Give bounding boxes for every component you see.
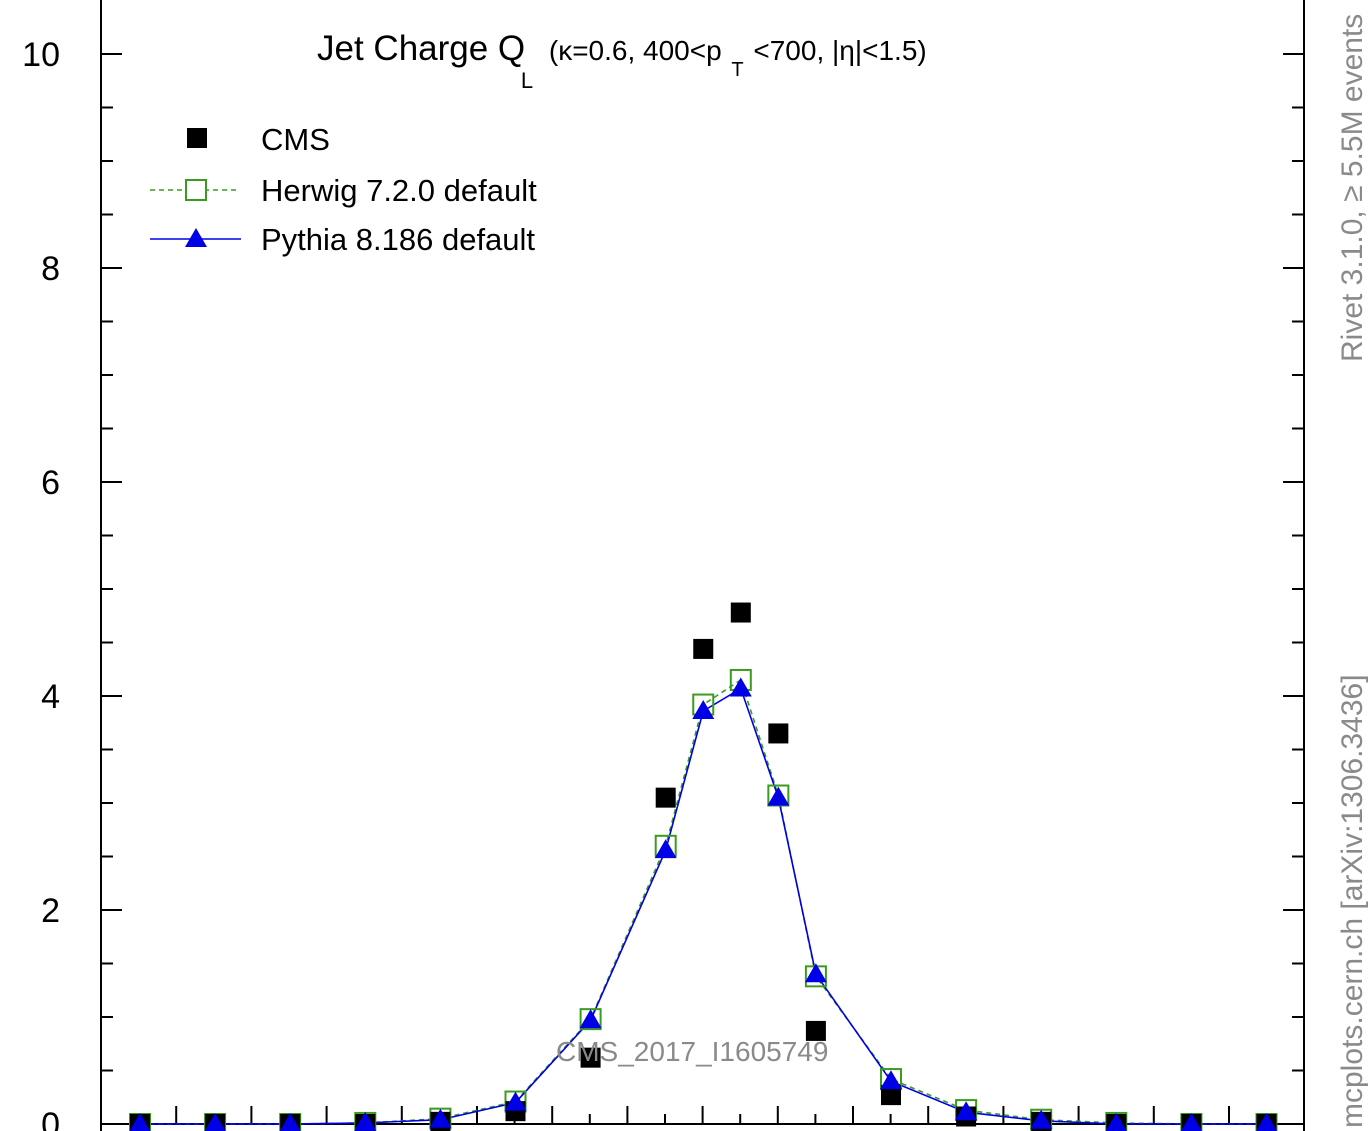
pythia-point — [1105, 1113, 1127, 1131]
y-tick-label: 10 — [22, 36, 60, 74]
svg-text:Jet Charge Q L (κ=: Jet Charge Q L (κ=0.6, 400<p T <700, |η|… — [317, 29, 927, 96]
cms-point — [881, 1085, 901, 1106]
pythia-line — [140, 687, 1267, 1125]
legend-marker-pythia — [185, 228, 207, 247]
chart-title: Jet Charge Q L (κ=0.6, 400<p T <700, |η|… — [317, 29, 927, 96]
herwig-point — [579, 1008, 602, 1031]
title-main: Jet Charge Q — [317, 29, 525, 68]
plot-frame — [100, 0, 1305, 1131]
pythia-point — [204, 1113, 226, 1131]
x-axis — [100, 1106, 1268, 1124]
y-tick-label: 4 — [41, 678, 60, 716]
cms-point — [693, 638, 714, 659]
pythia-point — [504, 1091, 527, 1111]
legend-label-pythia: Pythia 8.186 default — [261, 222, 535, 257]
side-label-rivet: Rivet 3.1.0, ≥ 5.5M events — [1336, 14, 1368, 362]
pythia-point — [1256, 1113, 1277, 1131]
legend: CMS Herwig 7.2.0 default Pythia 8.186 defa… — [150, 122, 537, 257]
y-tick-label: 6 — [41, 464, 60, 502]
y-tick-label: 8 — [41, 250, 60, 288]
title-condition-subscript: T — [731, 59, 743, 81]
pythia-point — [804, 963, 827, 983]
cms-point — [768, 723, 789, 744]
y-tick-label: 2 — [41, 892, 60, 930]
pythia-point — [729, 677, 752, 697]
legend-label-herwig: Herwig 7.2.0 default — [261, 173, 537, 208]
analysis-id-label: CMS_2017_I1605749 — [556, 1036, 828, 1067]
title-condition-end: <700, |η|<1.5) — [753, 35, 926, 66]
legend-marker-cms — [187, 128, 207, 148]
herwig-line — [140, 678, 1267, 1125]
cms-point — [655, 787, 676, 808]
side-label-mcplots: mcplots.cern.ch [arXiv:1306.3436] — [1336, 674, 1368, 1128]
y-tick-label: 0 — [41, 1106, 60, 1131]
pythia-point — [654, 839, 677, 859]
y-axis: 0 2 4 6 8 10 — [22, 36, 1304, 1131]
pythia-point — [880, 1070, 902, 1090]
pythia-point — [1030, 1109, 1053, 1129]
pythia-point — [279, 1113, 301, 1131]
legend-label-cms: CMS — [261, 122, 330, 157]
pythia-point — [692, 699, 715, 719]
cms-point — [580, 1047, 601, 1068]
pythia-point — [579, 1009, 602, 1029]
series-layer — [129, 602, 1278, 1131]
pythia-point — [354, 1111, 377, 1131]
pythia-point — [429, 1108, 452, 1128]
pythia-point — [129, 1113, 151, 1131]
pythia-point — [767, 786, 790, 806]
title-condition-start: (κ=0.6, 400<p — [549, 35, 722, 66]
title-main-subscript: L — [521, 68, 533, 93]
pythia-point — [955, 1101, 978, 1121]
cms-point — [730, 602, 751, 623]
cms-point — [805, 1020, 826, 1041]
pythia-point — [1180, 1113, 1202, 1131]
legend-marker-herwig — [185, 179, 207, 201]
